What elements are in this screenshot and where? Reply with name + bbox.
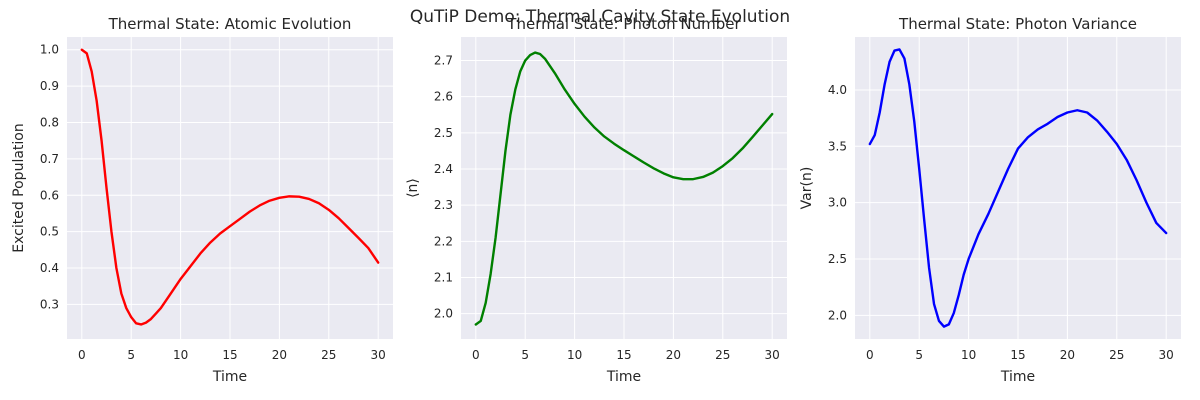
x-tick-label: 0 xyxy=(866,348,874,362)
x-tick-label: 25 xyxy=(321,348,336,362)
y-tick-label: 2.2 xyxy=(434,234,453,248)
x-tick-label: 10 xyxy=(961,348,976,362)
y-tick-label: 0.4 xyxy=(40,261,59,275)
x-tick-label: 0 xyxy=(78,348,86,362)
chart-panel-2: 0 5 10 15 20 25 30 2.0 2.1 2.2 2.3 2.4 2.5 2.6 2.7 Ther… xyxy=(405,15,787,385)
x-tick-label: 25 xyxy=(715,348,730,362)
x-tick-label: 10 xyxy=(567,348,582,362)
y-tick-label: 0.6 xyxy=(40,188,59,202)
y-tick-label: 0.7 xyxy=(40,152,59,166)
y-tick-label: 2.0 xyxy=(828,308,847,322)
y-tick-label: 2.1 xyxy=(434,271,453,285)
y-tick-label: 3.5 xyxy=(828,139,847,153)
y-tick-label: 2.4 xyxy=(434,162,453,176)
x-tick-label: 5 xyxy=(127,348,135,362)
y-axis-label: ⟨n⟩ xyxy=(405,178,421,198)
x-axis-label: Time xyxy=(1000,369,1035,385)
chart-panel-3: 0 5 10 15 20 25 30 2.0 2.5 3.0 3.5 4.0 Thermal State… xyxy=(799,15,1181,385)
y-tick-label: 0.9 xyxy=(40,79,59,93)
x-tick-label: 30 xyxy=(371,348,386,362)
y-tick-label: 3.0 xyxy=(828,196,847,210)
x-tick-label: 30 xyxy=(765,348,780,362)
y-axis-label: Excited Population xyxy=(11,123,27,252)
chart-title: Thermal State: Photon Number xyxy=(506,15,741,33)
y-tick-label: 2.5 xyxy=(828,252,847,266)
y-tick-label: 0.3 xyxy=(40,297,59,311)
series-line xyxy=(474,51,774,326)
series-line xyxy=(868,48,1168,328)
y-tick-label: 2.3 xyxy=(434,198,453,212)
x-tick-label: 30 xyxy=(1159,348,1174,362)
x-tick-label: 5 xyxy=(521,348,529,362)
y-tick-label: 4.0 xyxy=(828,83,847,97)
x-tick-label: 25 xyxy=(1109,348,1124,362)
x-tick-label: 20 xyxy=(272,348,287,362)
y-tick-label: 0.5 xyxy=(40,225,59,239)
x-tick-label: 5 xyxy=(915,348,923,362)
chart-title: Thermal State: Photon Variance xyxy=(898,15,1137,33)
x-tick-label: 15 xyxy=(1010,348,1025,362)
y-tick-label: 2.5 xyxy=(434,126,453,140)
chart-panel-1: 0 5 10 15 20 25 30 0.3 0.4 0.5 0.6 0.7 0.8 0.9 1.0 Ther… xyxy=(11,15,393,385)
y-tick-label: 0.8 xyxy=(40,116,59,130)
x-tick-label: 0 xyxy=(472,348,480,362)
x-tick-label: 15 xyxy=(222,348,237,362)
x-tick-label: 20 xyxy=(666,348,681,362)
y-tick-label: 2.0 xyxy=(434,307,453,321)
y-tick-label: 1.0 xyxy=(40,43,59,57)
y-tick-label: 2.6 xyxy=(434,90,453,104)
x-tick-label: 15 xyxy=(616,348,631,362)
y-axis-label: Var(n) xyxy=(799,167,815,210)
y-tick-label: 2.7 xyxy=(434,54,453,68)
chart-title: Thermal State: Atomic Evolution xyxy=(108,15,352,33)
x-tick-label: 20 xyxy=(1060,348,1075,362)
x-axis-label: Time xyxy=(212,369,247,385)
x-tick-label: 10 xyxy=(173,348,188,362)
series-line xyxy=(80,48,380,326)
figure-suptitle: QuTiP Demo: Thermal Cavity State Evoluti… xyxy=(410,7,790,27)
x-axis-label: Time xyxy=(606,369,641,385)
